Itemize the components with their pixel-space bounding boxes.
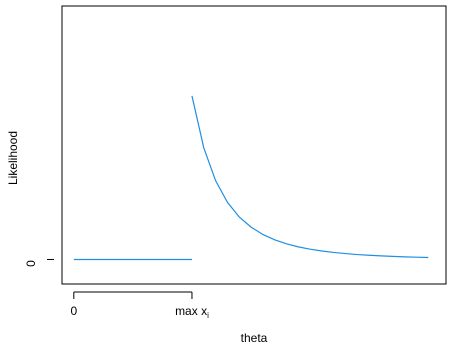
x-tick-label-subscript: i xyxy=(207,311,209,320)
y-tick-label: 0 xyxy=(24,260,38,267)
likelihood-line-decay xyxy=(191,95,429,259)
series-group xyxy=(73,95,429,261)
x-tick-label: 0 xyxy=(70,304,77,318)
plot-frame xyxy=(61,5,447,285)
y-axis: 0 xyxy=(24,258,54,267)
x-axis: 0 max xi xyxy=(70,291,209,320)
x-tick-label: max xi xyxy=(175,304,209,320)
x-axis-label: theta xyxy=(241,331,268,345)
y-axis-label: Likelihood xyxy=(6,131,20,185)
